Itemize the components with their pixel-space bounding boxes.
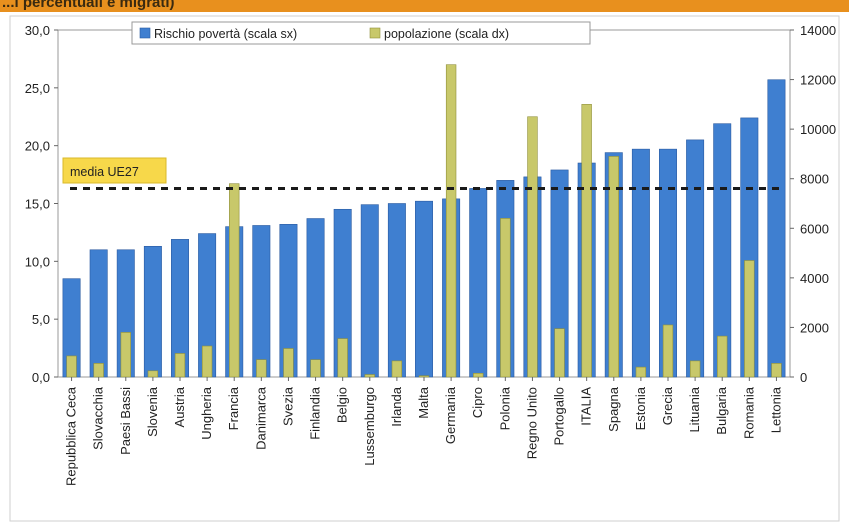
bar-rischio-26 xyxy=(767,79,786,378)
bar-popolazione-2 xyxy=(120,332,131,378)
category-label: Germania xyxy=(443,386,458,444)
category-label: Irlanda xyxy=(389,386,404,427)
left-tick-label: 15,0 xyxy=(25,197,50,212)
bar-popolazione-14 xyxy=(445,64,457,378)
category-label: Slovenia xyxy=(145,386,160,437)
bar-rischio-21 xyxy=(631,148,650,378)
bar-rischio-13 xyxy=(415,200,433,378)
bar-rischio-7 xyxy=(252,225,271,378)
category-label: Ungheria xyxy=(199,386,214,440)
left-tick-label: 30,0 xyxy=(25,23,50,38)
bar-popolazione-24 xyxy=(717,335,728,378)
category-label: Slovacchia xyxy=(91,386,106,450)
category-label: Finlandia xyxy=(308,386,323,440)
bar-popolazione-12 xyxy=(391,360,403,378)
right-tick-label: 6000 xyxy=(800,221,829,236)
category-label: ITALIA xyxy=(579,387,594,426)
header-text: ...i percentuali e migrati) xyxy=(2,0,175,11)
category-label: Bulgaria xyxy=(714,386,729,434)
bar-popolazione-25 xyxy=(744,260,755,378)
right-tick-label: 8000 xyxy=(800,172,829,187)
bar-rischio-11 xyxy=(360,204,379,378)
reference-label-box xyxy=(62,157,167,184)
category-label: Francia xyxy=(226,386,241,430)
right-tick-label: 10000 xyxy=(800,122,836,137)
bar-popolazione-15 xyxy=(473,372,484,378)
category-label: Regno Unito xyxy=(524,387,539,459)
left-tick-label: 0,0 xyxy=(32,370,50,385)
bar-popolazione-18 xyxy=(554,328,565,378)
bar-popolazione-0 xyxy=(66,355,77,378)
legend-box xyxy=(131,21,591,45)
category-label: Svezia xyxy=(280,386,295,426)
bar-popolazione-11 xyxy=(364,374,375,378)
category-label: Romania xyxy=(741,386,756,439)
bar-rischio-9 xyxy=(306,218,325,378)
category-label: Paesi Bassi xyxy=(118,387,133,455)
bar-popolazione-23 xyxy=(689,360,701,378)
category-label: Lussemburgo xyxy=(362,387,377,466)
bar-popolazione-4 xyxy=(174,353,186,378)
category-label: Danimarca xyxy=(253,386,268,450)
category-label: Grecia xyxy=(660,386,675,425)
bar-popolazione-8 xyxy=(283,348,294,378)
bar-popolazione-19 xyxy=(581,104,592,378)
category-label: Polonia xyxy=(497,386,512,430)
bar-popolazione-1 xyxy=(93,363,104,378)
category-label: Belgio xyxy=(335,387,350,423)
category-label: Lettonia xyxy=(768,386,783,433)
left-tick-label: 20,0 xyxy=(25,139,50,154)
header-band: ...i percentuali e migrati) xyxy=(0,0,849,12)
outer-frame xyxy=(9,15,840,522)
bar-popolazione-3 xyxy=(147,370,159,378)
bar-rischio-1 xyxy=(89,249,108,378)
reference-label: media UE27 xyxy=(70,165,139,179)
category-label: Austria xyxy=(172,386,187,427)
bar-popolazione-17 xyxy=(527,116,538,378)
right-tick-label: 4000 xyxy=(800,271,829,286)
bar-rischio-12 xyxy=(387,203,406,378)
bar-popolazione-10 xyxy=(337,338,348,378)
category-label: Spagna xyxy=(606,386,621,432)
bar-rischio-3 xyxy=(143,245,162,378)
bar-popolazione-13 xyxy=(418,375,430,378)
bar-popolazione-22 xyxy=(662,324,674,378)
right-tick-label: 2000 xyxy=(800,320,829,335)
bar-popolazione-26 xyxy=(771,363,782,378)
bar-popolazione-6 xyxy=(229,183,240,378)
category-label: Repubblica Ceca xyxy=(64,386,79,486)
right-tick-label: 14000 xyxy=(800,23,836,38)
legend-label-rischio: Rischio povertà (scala sx) xyxy=(154,27,297,41)
bar-popolazione-9 xyxy=(310,359,321,378)
category-label: Estonia xyxy=(633,386,648,430)
bar-rischio-23 xyxy=(686,139,705,378)
bar-popolazione-16 xyxy=(500,218,511,378)
category-label: Lituania xyxy=(687,386,702,432)
left-tick-label: 5,0 xyxy=(32,312,50,327)
category-label: Portogallo xyxy=(552,387,567,446)
bar-rischio-15 xyxy=(469,188,488,378)
bar-popolazione-7 xyxy=(256,359,267,378)
legend-label-popolazione: popolazione (scala dx) xyxy=(384,27,509,41)
bar-popolazione-5 xyxy=(201,345,213,378)
legend-swatch-popolazione xyxy=(369,27,381,39)
category-label: Cipro xyxy=(470,387,485,418)
left-tick-label: 25,0 xyxy=(25,81,50,96)
legend-swatch-rischio xyxy=(139,27,151,39)
right-tick-label: 12000 xyxy=(800,73,836,88)
left-tick-label: 10,0 xyxy=(25,254,50,269)
bar-popolazione-21 xyxy=(635,366,647,378)
category-label: Malta xyxy=(416,386,431,419)
right-tick-label: 0 xyxy=(800,370,807,385)
